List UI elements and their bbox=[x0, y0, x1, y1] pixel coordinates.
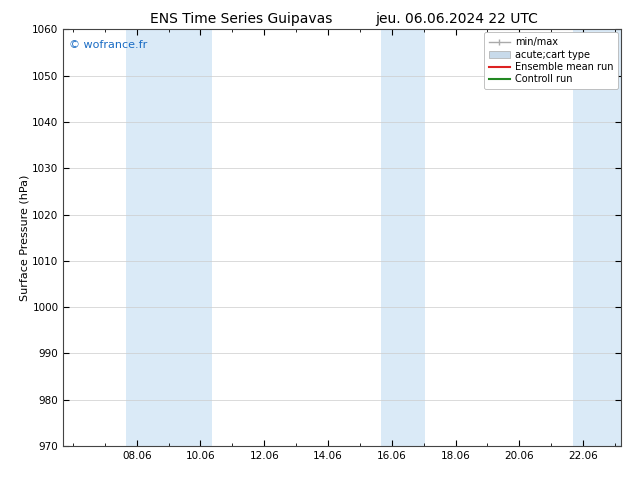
Bar bbox=[381, 29, 425, 446]
Legend: min/max, acute;cart type, Ensemble mean run, Controll run: min/max, acute;cart type, Ensemble mean … bbox=[484, 32, 618, 89]
Text: © wofrance.fr: © wofrance.fr bbox=[69, 40, 147, 50]
Text: ENS Time Series Guipavas: ENS Time Series Guipavas bbox=[150, 12, 332, 26]
Bar bbox=[573, 29, 621, 446]
Bar bbox=[126, 29, 212, 446]
Y-axis label: Surface Pressure (hPa): Surface Pressure (hPa) bbox=[20, 174, 30, 301]
Text: jeu. 06.06.2024 22 UTC: jeu. 06.06.2024 22 UTC bbox=[375, 12, 538, 26]
